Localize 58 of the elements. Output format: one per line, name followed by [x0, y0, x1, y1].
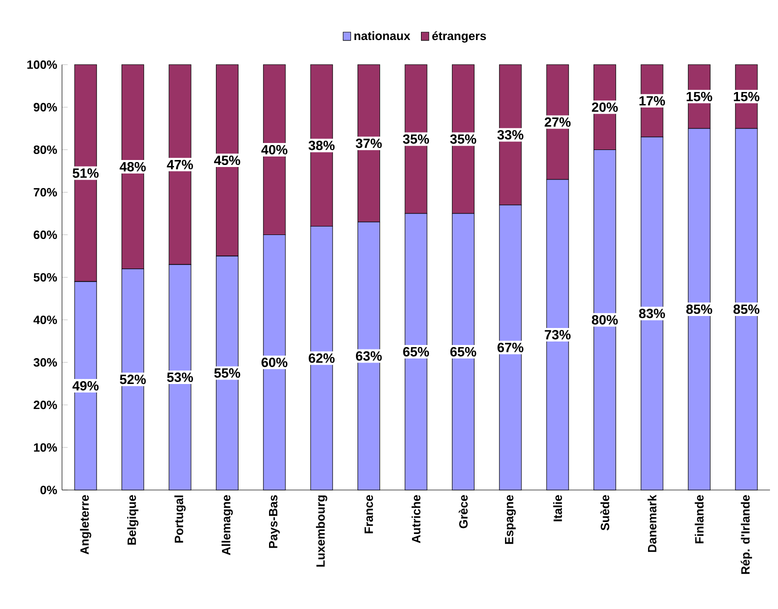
- data-label: 35%: [402, 134, 429, 144]
- y-tick-label: 50%: [34, 273, 57, 282]
- data-label: 65%: [403, 347, 429, 356]
- y-tick-label: 30%: [34, 358, 57, 367]
- data-label: 53%: [167, 372, 193, 382]
- x-tick-label: Angleterre: [80, 495, 92, 554]
- data-label: 85%: [686, 304, 712, 314]
- x-tick-label: Allemagne: [222, 495, 233, 556]
- data-label: 49%: [72, 381, 99, 390]
- y-tick-label: 10%: [34, 443, 57, 452]
- x-tick-label: Belgique: [127, 495, 138, 545]
- y-tick-label: 40%: [33, 316, 57, 324]
- x-tick-label: Espagne: [505, 495, 516, 544]
- data-label: 38%: [308, 140, 335, 150]
- y-tick-label: 0%: [40, 486, 57, 494]
- x-tick-label: Autriche: [412, 495, 420, 544]
- data-label: 51%: [72, 168, 99, 178]
- data-label: 63%: [356, 351, 382, 361]
- x-tick-label: Luxembourg: [316, 496, 328, 567]
- x-tick-label: Danemark: [648, 494, 656, 552]
- data-label: 60%: [262, 358, 288, 368]
- data-label: 85%: [733, 304, 760, 314]
- data-label: 83%: [639, 308, 665, 318]
- data-label: 20%: [592, 102, 618, 112]
- data-label: 45%: [214, 156, 240, 166]
- data-label: 17%: [639, 96, 665, 106]
- data-label: 33%: [497, 130, 524, 140]
- data-label: 62%: [308, 353, 335, 363]
- y-tick-label: 80%: [34, 145, 57, 154]
- data-label: 48%: [120, 162, 146, 172]
- x-tick-label: Pays-Bas: [269, 495, 280, 548]
- data-label: 35%: [450, 134, 476, 144]
- x-tick-label: Italie: [553, 495, 562, 522]
- data-label: 15%: [734, 92, 760, 102]
- data-label: 80%: [592, 315, 618, 325]
- data-label: 27%: [544, 117, 571, 127]
- data-label: 73%: [544, 330, 571, 340]
- y-tick-label: 70%: [34, 188, 57, 197]
- data-label: 65%: [450, 347, 476, 356]
- x-tick-label: Rép. d'Irlande: [740, 495, 752, 574]
- y-tick-label: 100%: [27, 60, 57, 69]
- data-label: 40%: [261, 145, 288, 154]
- data-label: 15%: [686, 92, 712, 102]
- y-tick-label: 20%: [34, 400, 57, 410]
- data-label: 67%: [498, 342, 524, 352]
- x-tick-label: Portugal: [174, 496, 186, 543]
- legend-label: nationaux: [354, 31, 410, 40]
- y-tick-label: 60%: [34, 230, 57, 240]
- x-tick-label: Grèce: [458, 495, 468, 528]
- y-tick-label: 90%: [34, 102, 57, 112]
- data-label: 47%: [166, 160, 193, 170]
- x-tick-label: France: [364, 495, 373, 534]
- legend-label: étrangers: [432, 31, 486, 43]
- x-tick-label: Suède: [600, 495, 610, 530]
- data-label: 55%: [214, 368, 240, 378]
- data-label: 37%: [356, 138, 382, 148]
- data-label: 52%: [120, 374, 146, 384]
- x-tick-label: Finlande: [694, 495, 704, 544]
